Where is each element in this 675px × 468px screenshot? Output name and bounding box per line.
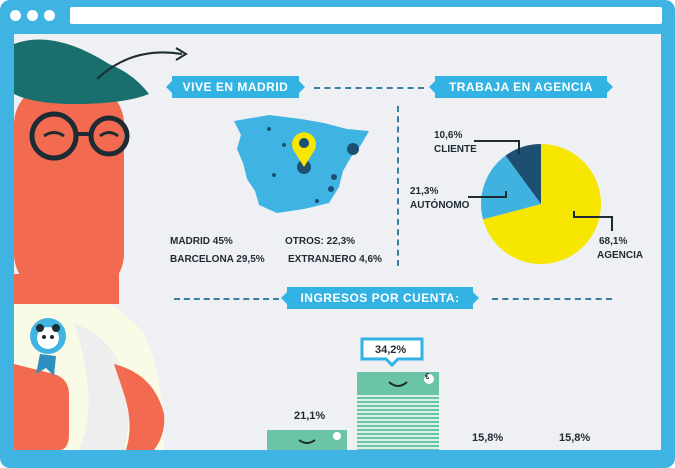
section-title: INGRESOS POR CUENTA: — [300, 291, 460, 305]
pie-label-agencia-pct: 68,1% — [599, 236, 628, 247]
divider-dashed-vertical — [397, 106, 399, 266]
divider-dashed — [314, 87, 424, 89]
stat-extranjero: EXTRANJERO 4,6% — [288, 254, 382, 265]
pie-slice-cliente — [505, 143, 541, 204]
divider-dashed — [174, 298, 279, 300]
section-title: VIVE EN MADRID — [182, 80, 289, 94]
pie-slice-autonomo — [480, 155, 541, 220]
pie-label-autonomo: AUTÓNOMO — [410, 200, 470, 211]
stat-otros: OTROS: 22,3% — [285, 236, 356, 247]
window-controls — [10, 10, 55, 21]
pie-slice-agencia — [483, 144, 601, 264]
pie-label-cliente: CLIENTE — [434, 144, 477, 155]
value-tag-icon — [360, 337, 424, 367]
section-banner-madrid: VIVE EN MADRID — [166, 76, 305, 98]
pie-label-autonomo-pct: 21,3% — [410, 186, 439, 197]
income-bar-2-value: 34,2% — [375, 344, 407, 356]
character-illustration — [14, 39, 165, 450]
stat-barcelona: BARCELONA 29,5% — [170, 254, 265, 265]
address-bar[interactable] — [70, 7, 662, 24]
window-dot-icon[interactable] — [44, 10, 55, 21]
pie-leader-lines — [468, 140, 613, 231]
income-bar-4-value: 15,8% — [559, 432, 591, 444]
infographic: VIVE EN MADRID TRABAJA EN AGENCIA MADRID… — [14, 34, 661, 450]
income-bar-3-value: 15,8% — [472, 432, 504, 444]
curved-arrow-icon — [96, 47, 188, 80]
divider-dashed — [492, 298, 612, 300]
section-banner-income: INGRESOS POR CUENTA: — [281, 287, 479, 309]
window-dot-icon[interactable] — [10, 10, 21, 21]
panda-badge-icon — [30, 318, 66, 376]
section-title: TRABAJA EN AGENCIA — [448, 80, 594, 94]
window-dot-icon[interactable] — [27, 10, 38, 21]
pie-label-agencia: AGENCIA — [597, 250, 644, 261]
money-stack-2 — [357, 372, 439, 450]
stat-madrid: MADRID 45% — [170, 236, 233, 247]
currency-symbol: € — [425, 372, 430, 381]
money-stack-1 — [267, 430, 347, 450]
pie-label-cliente-pct: 10,6% — [434, 130, 463, 141]
agency-pie-chart — [480, 143, 601, 264]
income-bar-1-value: 21,1% — [294, 410, 326, 422]
spain-map-icon — [234, 115, 369, 213]
section-banner-agency: TRABAJA EN AGENCIA — [429, 76, 613, 98]
